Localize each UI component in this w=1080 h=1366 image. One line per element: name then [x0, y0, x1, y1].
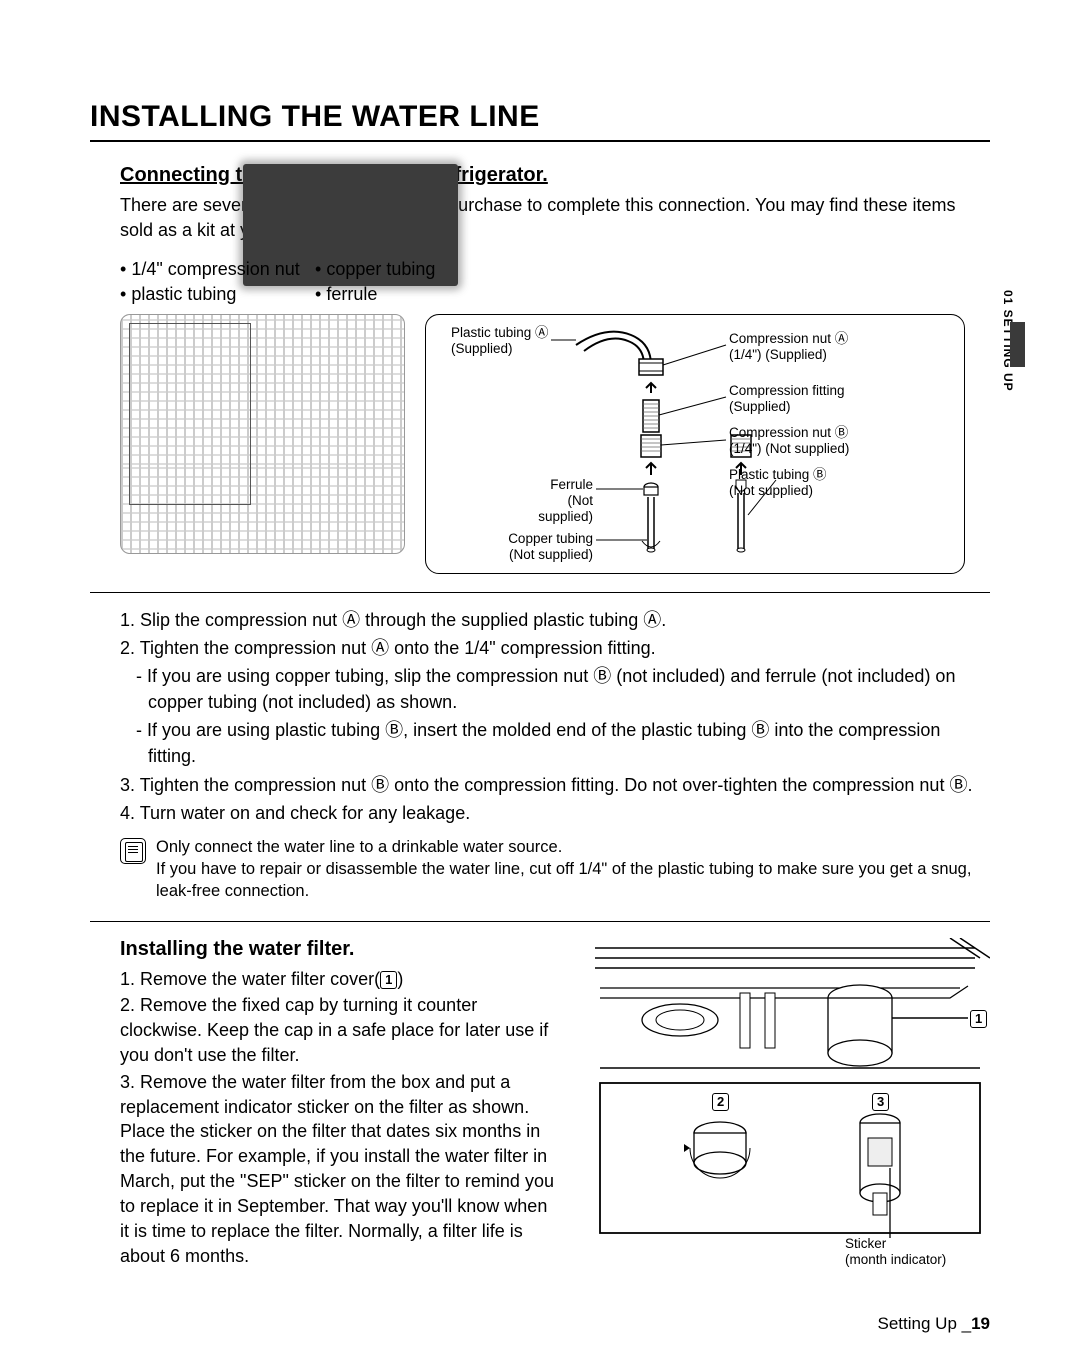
diagram-row: Plastic tubing Ⓐ(Supplied) Compression n… — [120, 314, 990, 574]
note-block: Only connect the water line to a drinkab… — [120, 836, 990, 903]
label-sticker: Sticker(month indicator) — [845, 1236, 946, 1268]
callout-3-icon: 3 — [872, 1093, 889, 1111]
divider — [90, 921, 990, 922]
page-title: INSTALLING THE WATER LINE — [90, 100, 990, 142]
part-ferrule: ferrule — [315, 282, 377, 306]
step-1: 1. Slip the compression nut Ⓐ through th… — [120, 607, 990, 633]
filter-step-1: 1. Remove the water filter cover(1) — [120, 967, 560, 992]
label-plastic-tubing-a: Plastic tubing Ⓐ(Supplied) — [451, 325, 549, 357]
note-text: Only connect the water line to a drinkab… — [156, 836, 990, 903]
step-3: 3. Tighten the compression nut Ⓑ onto th… — [120, 772, 990, 798]
step-2: 2. Tighten the compression nut Ⓐ onto th… — [120, 635, 990, 661]
label-ferrule: Ferrule(Not supplied) — [518, 477, 593, 526]
page-footer: Setting Up _19 — [878, 1314, 990, 1334]
callout-1-icon: 1 — [970, 1010, 987, 1028]
note-icon — [120, 838, 146, 864]
filter-step-2: 2. Remove the fixed cap by turning it co… — [120, 993, 560, 1067]
label-plastic-tubing-b: Plastic tubing Ⓑ(Not supplied) — [729, 467, 827, 499]
filter-step-3: 3. Remove the water filter from the box … — [120, 1070, 560, 1269]
label-compression-fitting: Compression fitting(Supplied) — [729, 383, 845, 415]
side-tab-marker — [1010, 322, 1025, 367]
step-4: 4. Turn water on and check for any leaka… — [120, 800, 990, 826]
callout-1-icon: 1 — [380, 971, 397, 989]
part-plastic-tubing: plastic tubing — [120, 282, 315, 306]
diagram-water-line: Plastic tubing Ⓐ(Supplied) Compression n… — [425, 314, 965, 574]
diagram-fridge-back — [120, 314, 405, 554]
label-copper-tubing: Copper tubing(Not supplied) — [496, 531, 593, 563]
divider — [90, 592, 990, 593]
filter-steps-list: 1. Remove the water filter cover(1) 2. R… — [120, 967, 560, 1269]
part-copper-tubing: copper tubing — [315, 257, 435, 281]
step-2b: - If you are using plastic tubing Ⓑ, ins… — [120, 717, 990, 769]
parts-list: 1/4" compression nut copper tubing plast… — [120, 257, 990, 306]
part-compression-nut: 1/4" compression nut — [120, 257, 315, 281]
label-compression-nut-a: Compression nut Ⓐ(1/4") (Supplied) — [729, 331, 848, 363]
step-2a: - If you are using copper tubing, slip t… — [120, 663, 990, 715]
label-compression-nut-b: Compression nut Ⓑ(1/4") (Not supplied) — [729, 425, 849, 457]
steps-list: 1. Slip the compression nut Ⓐ through th… — [120, 607, 990, 826]
section-heading-filter: Installing the water filter. — [120, 938, 560, 961]
filter-diagram: 1 2 3 Sticker(month indicator) — [590, 938, 990, 1268]
callout-2-icon: 2 — [712, 1093, 729, 1111]
